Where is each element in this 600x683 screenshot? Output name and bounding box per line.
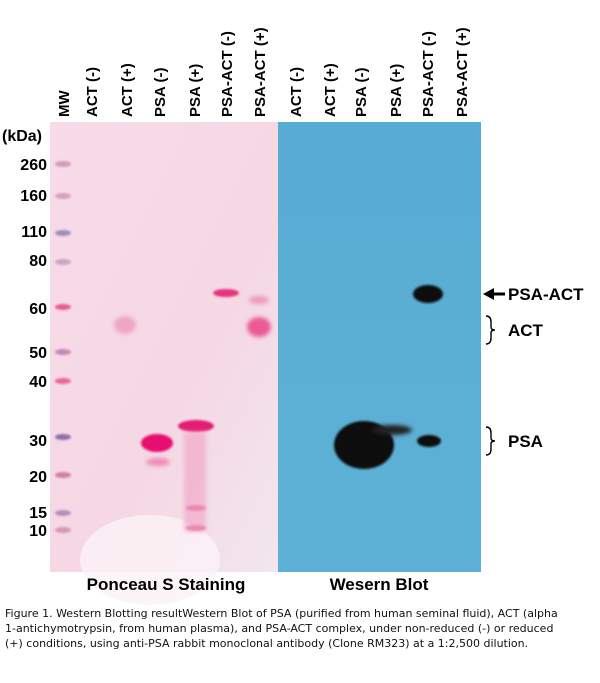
blot-band-psa-act-lower: [417, 435, 441, 447]
stain-band-psa-plus: [178, 420, 214, 432]
blot-band-psa-act: [413, 285, 443, 303]
unit-label: (kDa): [2, 128, 42, 145]
lane-label: PSA-ACT (-): [219, 31, 236, 117]
blot-band-psa-smear: [372, 425, 412, 435]
psa-bracket: [485, 426, 496, 456]
figure-caption: Figure 1. Western Blotting resultWestern…: [5, 607, 558, 650]
mw-tick-label: 110: [21, 224, 47, 241]
stain-band-psa-plus-low: [186, 505, 206, 511]
mw-tick-label: 20: [29, 469, 47, 486]
stain-band-psa-act-plus-top: [249, 296, 269, 304]
ladder-band: [55, 510, 71, 516]
ponceau-lane-labels: ACT (-) ACT (+) PSA (-) PSA (+) PSA-ACT (-) P…: [84, 27, 269, 117]
stain-band-act-plus: [114, 316, 136, 334]
annotation-act: ACT: [508, 321, 544, 340]
stain-band-psa-act-plus: [247, 317, 271, 337]
annotation-psa: PSA: [508, 432, 543, 451]
ladder-band: [55, 349, 71, 355]
lane-label: ACT (-): [288, 67, 305, 117]
mw-tick-label: 30: [29, 433, 47, 450]
marker-header: MW: [56, 90, 73, 117]
western-membrane: [278, 122, 481, 572]
stain-band-psa-minus: [141, 434, 173, 452]
mw-tick-label: 160: [20, 188, 47, 205]
mw-tick-label: 10: [29, 523, 47, 540]
act-bracket: [485, 315, 496, 345]
lane-label: ACT (+): [119, 63, 136, 117]
ponceau-membrane: [50, 122, 278, 572]
lane-label: PSA-ACT (+): [252, 27, 269, 117]
mw-tick-label: 50: [29, 345, 47, 362]
stain-band-psa-act-minus: [213, 289, 239, 297]
lane-label: ACT (-): [84, 67, 101, 117]
mw-tick-label: 40: [29, 374, 47, 391]
western-lane-labels: ACT (-) ACT (+) PSA (-) PSA (+) PSA-ACT (-) P…: [288, 27, 471, 117]
lane-label: PSA-ACT (+): [454, 27, 471, 117]
stain-band-psa-minus-lower: [146, 458, 170, 466]
mw-tick-label: 80: [29, 253, 47, 270]
western-title: Wesern Blot: [330, 575, 429, 594]
lane-label: PSA (-): [152, 68, 169, 117]
lane-label: PSA (-): [353, 68, 370, 117]
lane-label: PSA-ACT (-): [420, 31, 437, 117]
ponceau-title: Ponceau S Staining: [87, 575, 246, 594]
western-bands: [334, 285, 443, 469]
lane-label: PSA (+): [187, 64, 204, 117]
ladder-band: [55, 434, 71, 440]
ladder-band: [55, 378, 71, 384]
mw-tick-label: 15: [29, 505, 47, 522]
lane-label: PSA (+): [388, 64, 405, 117]
mw-tick-label: 260: [20, 157, 47, 174]
ladder-band: [55, 304, 71, 310]
ladder-band: [55, 193, 71, 199]
membrane-smudge: [80, 515, 220, 605]
stain-smear-psa-plus: [184, 432, 206, 532]
mw-ladder: [55, 161, 71, 533]
annotation-psa-act: PSA-ACT: [508, 285, 584, 304]
lane-label: ACT (+): [322, 63, 339, 117]
psa-act-arrow: [483, 288, 505, 300]
mw-tick-label: 60: [29, 301, 47, 318]
ladder-band: [55, 472, 71, 478]
stain-band-psa-plus-low2: [186, 525, 206, 531]
ladder-band: [55, 230, 71, 236]
ponceau-bands: [114, 289, 271, 532]
ladder-band: [55, 527, 71, 533]
ladder-band: [55, 259, 71, 265]
ladder-band: [55, 161, 71, 167]
